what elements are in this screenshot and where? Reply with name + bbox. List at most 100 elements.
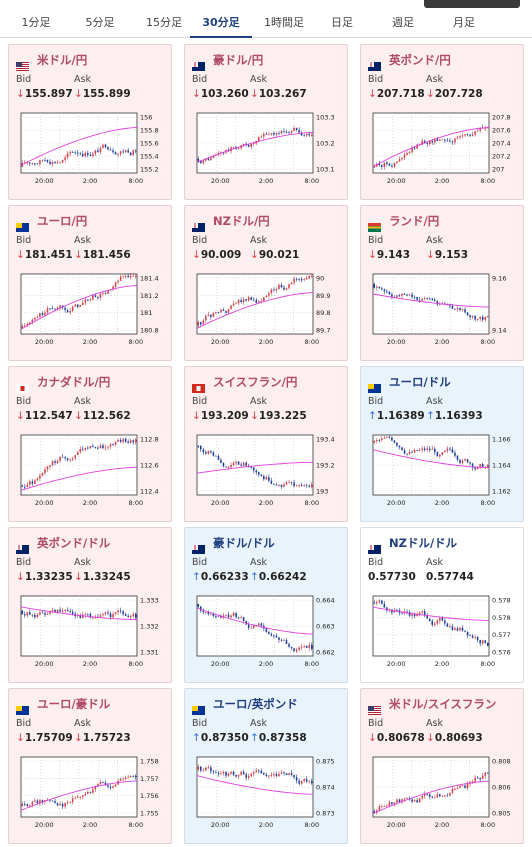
currency-pair-link[interactable]: 英ポンド/ドル [37, 536, 111, 550]
currency-pair-link[interactable]: 豪ドル/円 [213, 53, 264, 67]
candle-body [104, 782, 107, 786]
candle-body [92, 617, 94, 619]
currency-pair-link[interactable]: ユーロ/円 [37, 214, 88, 228]
mini-candlestick-chart[interactable]: 90 89.9 89.8 89.7 20:00 2:00 8:00 [191, 270, 341, 352]
candle-body [386, 607, 388, 611]
mini-candlestick-chart[interactable]: 0.875 0.874 0.873 20:00 2:00 8:00 [191, 753, 341, 835]
rate-card[interactable]: NZドル/ドル Bid Ask 0.57730 0.57744 0.578 0.578 0.5… [360, 527, 524, 683]
mini-candlestick-chart[interactable]: 207.8 207.6 207.4 207.2 207 20:00 2:00 8:00 [367, 109, 517, 191]
currency-pair-link[interactable]: ランド/円 [389, 214, 440, 228]
rate-card[interactable]: ユーロ/円 Bid Ask ↓181.451 ↓181.456 181.4 181.2 181… [8, 205, 172, 361]
candle-body [290, 773, 293, 776]
tab-5min[interactable]: 5分足 [85, 16, 115, 29]
candle-body [466, 459, 469, 463]
currency-pair-link[interactable]: カナダドル/円 [37, 375, 111, 389]
us-ch-flag-icon [368, 700, 381, 715]
currency-pair-link[interactable]: 米ドル/円 [37, 53, 88, 67]
tab-30min[interactable]: 30分足 [190, 8, 252, 38]
candle-body [245, 299, 247, 301]
mini-candlestick-chart[interactable]: 0.808 0.806 0.805 20:00 2:00 8:00 [367, 753, 517, 835]
candle-body [202, 160, 205, 164]
rate-card[interactable]: NZドル/円 Bid Ask ↓90.009 ↓90.021 90 89.9 89.8 89.7… [184, 205, 348, 361]
candle-body [278, 484, 280, 486]
mini-candlestick-chart[interactable]: 103.3 103.2 103.1 20:00 2:00 8:00 [191, 109, 341, 191]
mini-candlestick-chart[interactable]: 193.4 193.2 193 20:00 2:00 8:00 [191, 431, 341, 513]
rate-card[interactable]: カナダドル/円 Bid Ask ↓112.547 ↓112.562 112.8 112.6 1… [8, 366, 172, 522]
y-tick-label: 181 [140, 309, 152, 317]
x-tick-label: 2:00 [435, 338, 450, 346]
x-tick-label: 8:00 [129, 338, 144, 346]
candle-body [421, 448, 423, 451]
currency-pair-link[interactable]: 英ポンド/円 [389, 53, 451, 67]
x-tick-label: 2:00 [435, 177, 450, 185]
currency-pair-link[interactable]: ユーロ/英ポンド [213, 697, 298, 711]
candle-body [84, 299, 87, 303]
candle-body [245, 774, 247, 778]
mini-candlestick-chart[interactable]: 9.16 9.14 20:00 2:00 8:00 [367, 270, 517, 352]
candle-body [26, 612, 29, 616]
candle-body [237, 148, 240, 150]
bid-value: ↓155.897 [16, 88, 73, 100]
rate-card[interactable]: ユーロ/豪ドル Bid Ask ↓1.75709 ↓1.75723 1.758 1.757 1… [8, 688, 172, 844]
rate-card[interactable]: 米ドル/円 Bid Ask ↓155.897 ↓155.899 156 155.8 155.6… [8, 44, 172, 200]
tab-15min[interactable]: 15分足 [146, 16, 182, 29]
candle-body [51, 609, 54, 611]
nz-jp-flag-icon [192, 217, 205, 232]
rate-card[interactable]: 英ポンド/ドル Bid Ask ↓1.33235 ↓1.33245 1.333 1.332 1… [8, 527, 172, 683]
ask-price: 0.57744 [426, 571, 474, 583]
rate-card[interactable]: ランド/円 Bid Ask ↓9.143 ↓9.153 9.16 9.14 20:00 2:00… [360, 205, 524, 361]
candle-body [431, 796, 434, 798]
top-menu-button[interactable] [424, 0, 520, 8]
candle-body [408, 151, 411, 154]
candle-body [97, 447, 99, 449]
mini-candlestick-chart[interactable]: 156 155.8 155.6 155.4 155.2 20:00 2:00 8:00 [15, 109, 165, 191]
tab-1hour[interactable]: 1時間足 [264, 16, 304, 29]
currency-pair-link[interactable]: ユーロ/ドル [389, 375, 451, 389]
currency-pair-link[interactable]: ユーロ/豪ドル [37, 697, 111, 711]
rate-card[interactable]: 米ドル/スイスフラン Bid Ask ↓0.80678 ↓0.80693 0.808 0.8… [360, 688, 524, 844]
candle-body [54, 609, 56, 613]
candle-body [305, 278, 308, 280]
currency-pair-link[interactable]: 豪ドル/ドル [213, 536, 275, 550]
candle-body [69, 151, 71, 154]
rate-card[interactable]: ユーロ/ドル Bid Ask ↑1.16389 ↑1.16393 1.166 1.164 1.… [360, 366, 524, 522]
mini-candlestick-chart[interactable]: 1.166 1.164 1.162 20:00 2:00 8:00 [367, 431, 517, 513]
currency-pair-link[interactable]: スイスフラン/円 [213, 375, 298, 389]
tab-weekly[interactable]: 週足 [392, 16, 414, 29]
mini-candlestick-chart[interactable]: 112.8 112.6 112.4 20:00 2:00 8:00 [15, 431, 165, 513]
mini-candlestick-chart[interactable]: 0.664 0.663 0.662 20:00 2:00 8:00 [191, 592, 341, 674]
candle-body [215, 312, 217, 314]
bid-price: 103.260 [200, 88, 249, 100]
candle-body [242, 617, 245, 621]
candle-body [94, 447, 97, 448]
rate-card[interactable]: 英ポンド/円 Bid Ask ↓207.718 ↓207.728 207.8 207.6 20… [360, 44, 524, 200]
moving-average-line [20, 127, 138, 166]
currency-pair-link[interactable]: NZドル/円 [213, 214, 270, 228]
candle-body [64, 803, 66, 807]
tab-monthly[interactable]: 月足 [453, 16, 475, 29]
mini-candlestick-chart[interactable]: 181.4 181.2 181 180.8 20:00 2:00 8:00 [15, 270, 165, 352]
mini-candlestick-chart[interactable]: 1.333 1.332 1.331 20:00 2:00 8:00 [15, 592, 165, 674]
candle-body [270, 775, 273, 776]
tab-daily[interactable]: 日足 [331, 16, 353, 29]
candle-body [431, 298, 434, 300]
currency-pair-link[interactable]: NZドル/ドル [389, 536, 458, 550]
rate-card[interactable]: 豪ドル/円 Bid Ask ↓103.260 ↓103.267 103.3 103.2 103… [184, 44, 348, 200]
candle-body [225, 614, 227, 616]
bid-value: ↑0.87350 [192, 732, 249, 744]
rate-card[interactable]: 豪ドル/ドル Bid Ask ↑0.66233 ↑0.66242 0.664 0.663 0.… [184, 527, 348, 683]
tab-1min[interactable]: 1分足 [21, 16, 51, 29]
mini-candlestick-chart[interactable]: 1.758 1.757 1.756 1.755 20:00 2:00 8:00 [15, 753, 165, 835]
rate-card[interactable]: ユーロ/英ポンド Bid Ask ↑0.87350 ↑0.87358 0.875 0.874… [184, 688, 348, 844]
candle-body [423, 611, 426, 615]
rate-card[interactable]: スイスフラン/円 Bid Ask ↓193.209 ↓193.225 193.4 193.2… [184, 366, 348, 522]
candle-body [109, 786, 112, 788]
bid-price: 90.009 [200, 249, 242, 261]
mini-candlestick-chart[interactable]: 0.578 0.578 0.577 0.576 20:00 2:00 8:00 [367, 592, 517, 674]
x-tick-label: 8:00 [305, 177, 320, 185]
candle-body [54, 461, 56, 463]
candle-body [134, 613, 137, 618]
bid-price: 112.547 [24, 410, 73, 422]
currency-pair-link[interactable]: 米ドル/スイスフラン [389, 697, 497, 711]
candle-body [87, 792, 89, 794]
